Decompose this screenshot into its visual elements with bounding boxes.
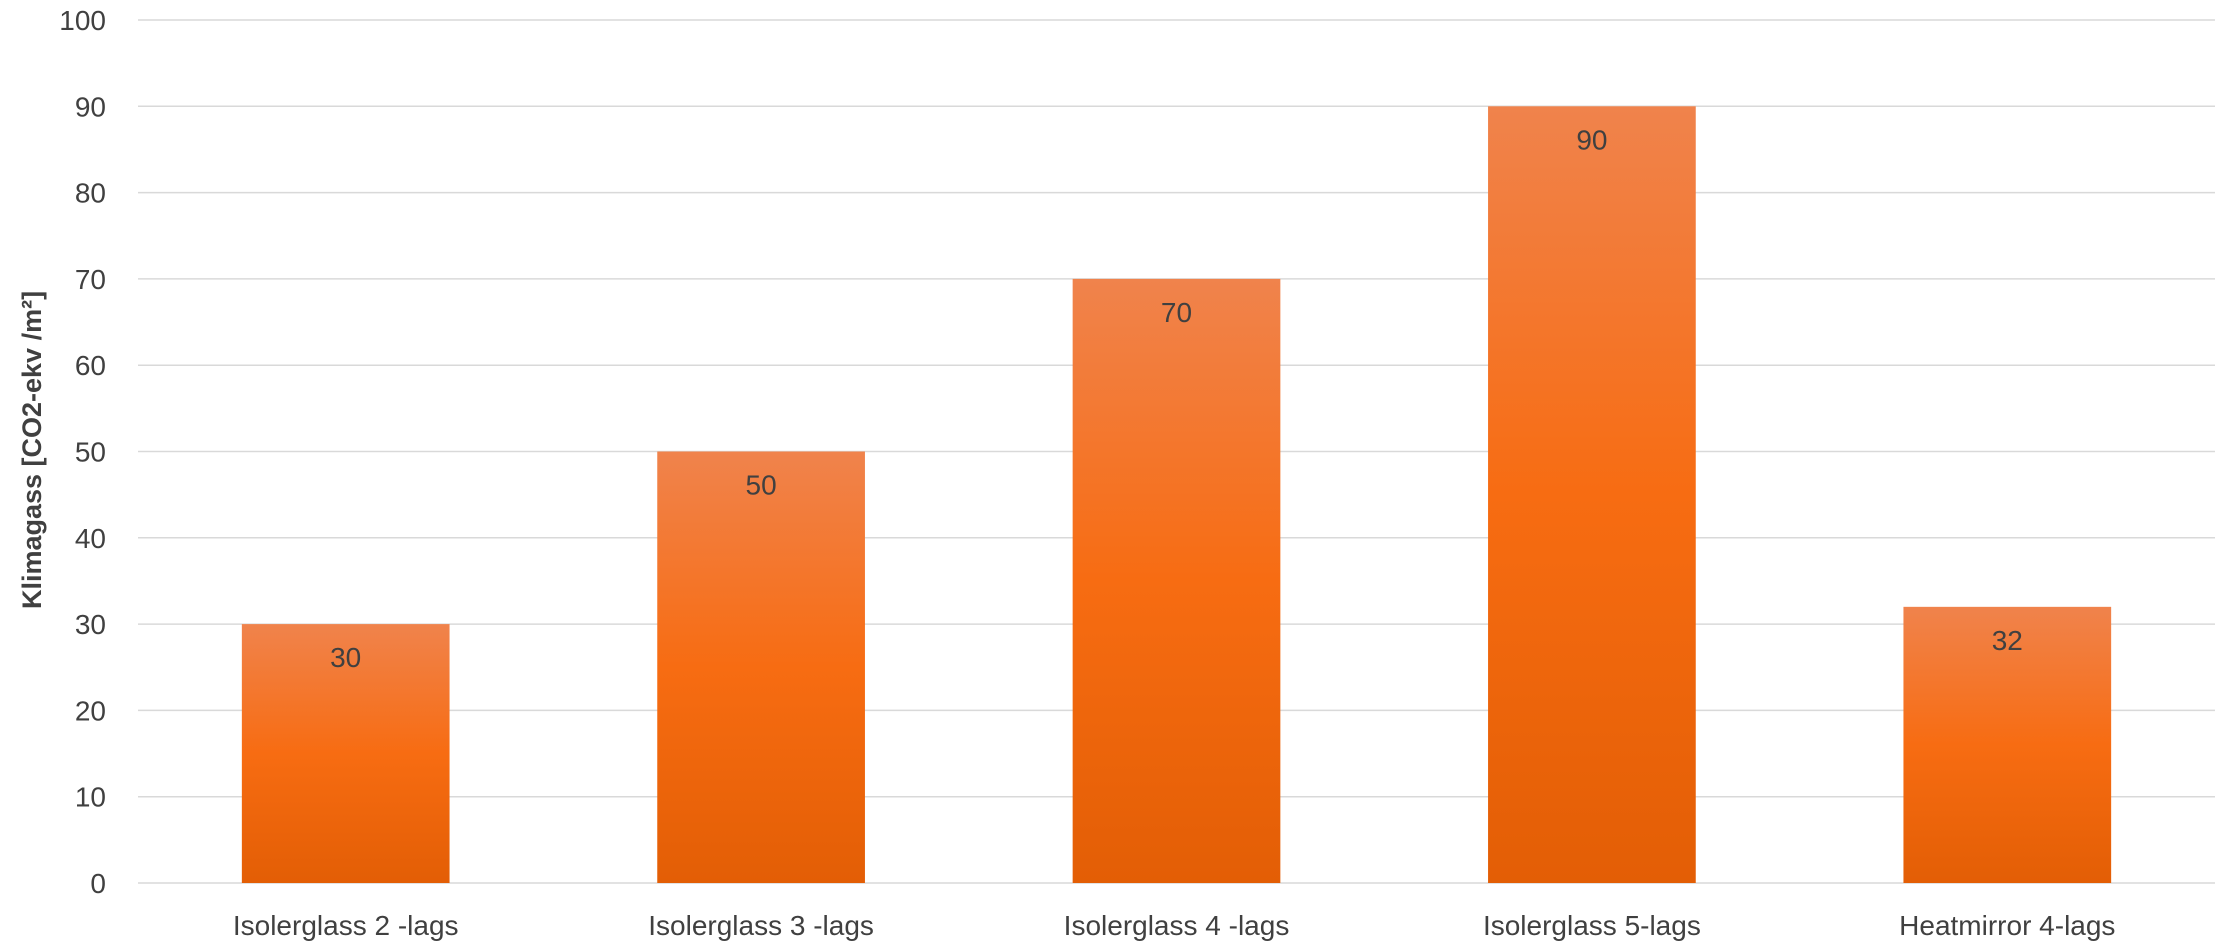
x-category-label: Isolerglass 5-lags: [1483, 910, 1701, 941]
x-category-label: Heatmirror 4-lags: [1899, 910, 2115, 941]
y-tick-label: 20: [75, 695, 106, 726]
y-tick-label: 10: [75, 782, 106, 813]
y-tick-label: 30: [75, 609, 106, 640]
data-label: 50: [746, 470, 777, 501]
y-axis-title: Klimagass [CO2-ekv /m²]: [17, 291, 47, 609]
x-category-label: Isolerglass 3 -lags: [648, 910, 874, 941]
x-category-label: Isolerglass 4 -lags: [1064, 910, 1290, 941]
x-axis-categories: Isolerglass 2 -lags Isolerglass 3 -lags Is…: [233, 910, 2116, 941]
data-label: 32: [1992, 625, 2023, 656]
y-tick-label: 0: [90, 868, 106, 899]
x-category-label: Isolerglass 2 -lags: [233, 910, 459, 941]
bar: [657, 451, 865, 883]
bar: [241, 624, 450, 883]
bar: [1488, 106, 1696, 884]
bars: [241, 106, 2112, 884]
y-tick-label: 40: [75, 523, 106, 554]
y-tick-label: 70: [75, 264, 106, 295]
bar: [1903, 606, 2112, 883]
data-labels: 30 50 70 90 32: [330, 124, 2023, 673]
y-tick-label: 90: [75, 91, 106, 122]
bar: [1072, 278, 1281, 883]
y-tick-label: 60: [75, 350, 106, 381]
data-label: 30: [330, 642, 361, 673]
data-label: 90: [1576, 124, 1607, 155]
y-axis-ticks: 0 10 20 30 40 50 60 70 80 90 100: [59, 5, 106, 899]
y-tick-label: 50: [75, 437, 106, 468]
y-tick-label: 80: [75, 178, 106, 209]
y-tick-label: 100: [59, 5, 106, 36]
data-label: 70: [1161, 297, 1192, 328]
